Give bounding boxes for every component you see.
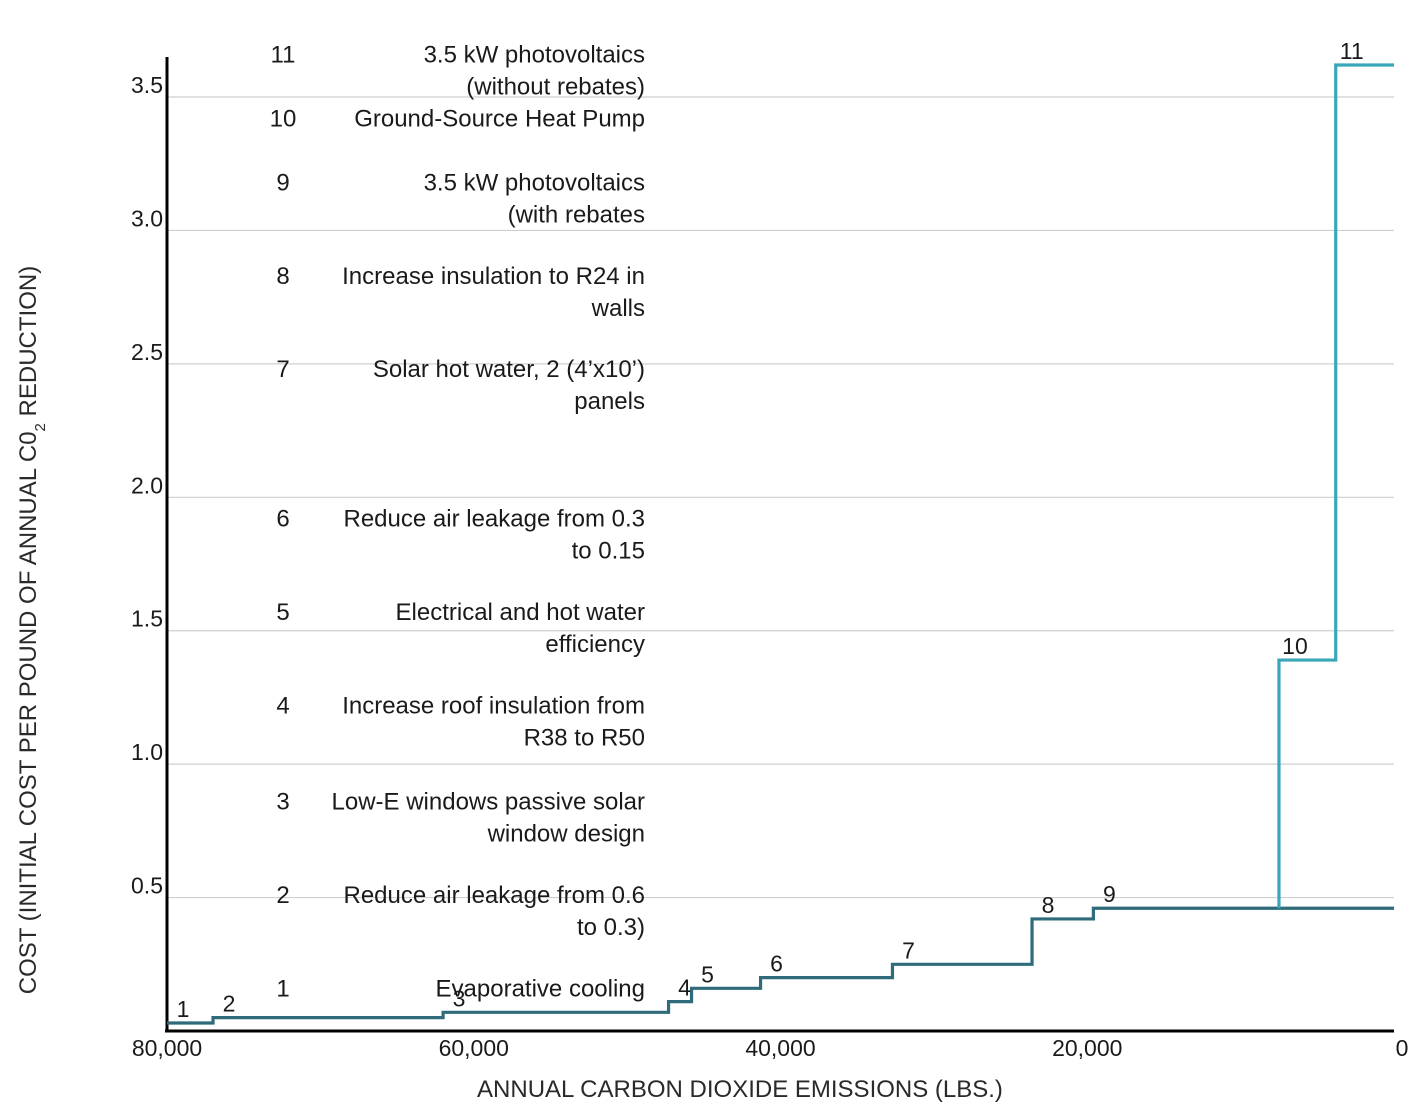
legend-number: 7	[276, 356, 289, 383]
legend-number: 4	[276, 692, 289, 719]
y-axis-title-subscript: 2	[32, 423, 49, 431]
series-main-step-line	[167, 906, 1394, 1025]
legend-number: 9	[276, 169, 289, 196]
legend: 1 Evaporative cooling 2 Reduce air leakage …	[270, 41, 645, 1002]
legend-text-line: Low-E windows passive solar	[332, 789, 645, 816]
y-tick-label: 3.0	[131, 205, 163, 231]
x-tick-label: 40,000	[745, 1035, 815, 1061]
legend-number: 6	[276, 506, 289, 533]
step-label: 11	[1340, 38, 1364, 64]
legend-text-line: Evaporative cooling	[436, 975, 645, 1002]
legend-text-line: 3.5 kW photovoltaics	[424, 41, 645, 68]
y-tick-label: 1.0	[131, 739, 163, 765]
step-series	[167, 63, 1394, 1025]
x-tick-label: 80,000	[132, 1035, 202, 1061]
y-tick-label: 3.5	[131, 72, 163, 98]
legend-text-line: to 0.3)	[577, 914, 645, 941]
legend-text-line: to 0.15	[572, 538, 645, 565]
legend-number: 1	[276, 975, 289, 1002]
legend-text-line: Reduce air leakage from 0.3	[344, 506, 646, 533]
legend-number: 2	[276, 882, 289, 909]
y-axis-title: COST (INITIAL COST PER POUND OF ANNUAL C…	[15, 266, 49, 994]
legend-text-line: Increase insulation to R24 in	[342, 263, 645, 290]
y-tick-label: 2.5	[131, 339, 163, 365]
y-tick-label: 2.0	[131, 472, 163, 498]
legend-text-line: (without rebates)	[466, 73, 645, 100]
legend-text-line: Reduce air leakage from 0.6	[344, 882, 646, 909]
x-tick-label: 0	[1396, 1035, 1409, 1061]
legend-text-line: panels	[574, 388, 645, 415]
x-axis-title: ANNUAL CARBON DIOXIDE EMISSIONS (LBS.)	[477, 1076, 1003, 1103]
step-label: 7	[902, 937, 915, 963]
x-tick-label: 20,000	[1052, 1035, 1122, 1061]
step-label: 10	[1282, 633, 1308, 659]
step-label: 8	[1042, 892, 1055, 918]
x-tick-label: 60,000	[439, 1035, 509, 1061]
legend-number: 10	[270, 105, 297, 132]
legend-text-line: (with rebates	[508, 201, 645, 228]
step-label: 1	[177, 996, 190, 1022]
legend-number: 8	[276, 263, 289, 290]
legend-text-line: Increase roof insulation from	[342, 692, 645, 719]
legend-text-line: R38 to R50	[524, 724, 645, 751]
y-tick-label: 0.5	[131, 873, 163, 899]
legend-number: 11	[271, 41, 296, 68]
series-branch-step-line	[1277, 63, 1394, 909]
legend-number: 5	[276, 599, 289, 626]
step-label: 9	[1103, 881, 1116, 907]
legend-text-line: Solar hot water, 2 (4’x10’)	[373, 356, 645, 383]
grid-lines	[167, 96, 1394, 899]
step-label: 6	[770, 951, 783, 977]
legend-text-line: Electrical and hot water	[396, 599, 645, 626]
legend-text-line: Ground-Source Heat Pump	[354, 105, 645, 132]
legend-text-line: walls	[591, 295, 645, 322]
step-label: 4	[678, 975, 691, 1001]
step-label: 3	[453, 985, 466, 1011]
legend-number: 3	[276, 789, 289, 816]
legend-text-line: efficiency	[545, 631, 645, 658]
step-label: 2	[223, 991, 236, 1017]
legend-text-line: window design	[487, 821, 645, 848]
y-axis-title-tail: REDUCTION)	[15, 266, 42, 423]
step-label: 5	[701, 961, 714, 987]
y-tick-label: 1.5	[131, 606, 163, 632]
legend-text-line: 3.5 kW photovoltaics	[424, 169, 645, 196]
y-axis-title-main: COST (INITIAL COST PER POUND OF ANNUAL C…	[15, 431, 42, 994]
axes: 0.5 1.0 1.5 2.0 2.5 3.0 3.5 80,000 60,000 40,000 2…	[131, 57, 1408, 1061]
